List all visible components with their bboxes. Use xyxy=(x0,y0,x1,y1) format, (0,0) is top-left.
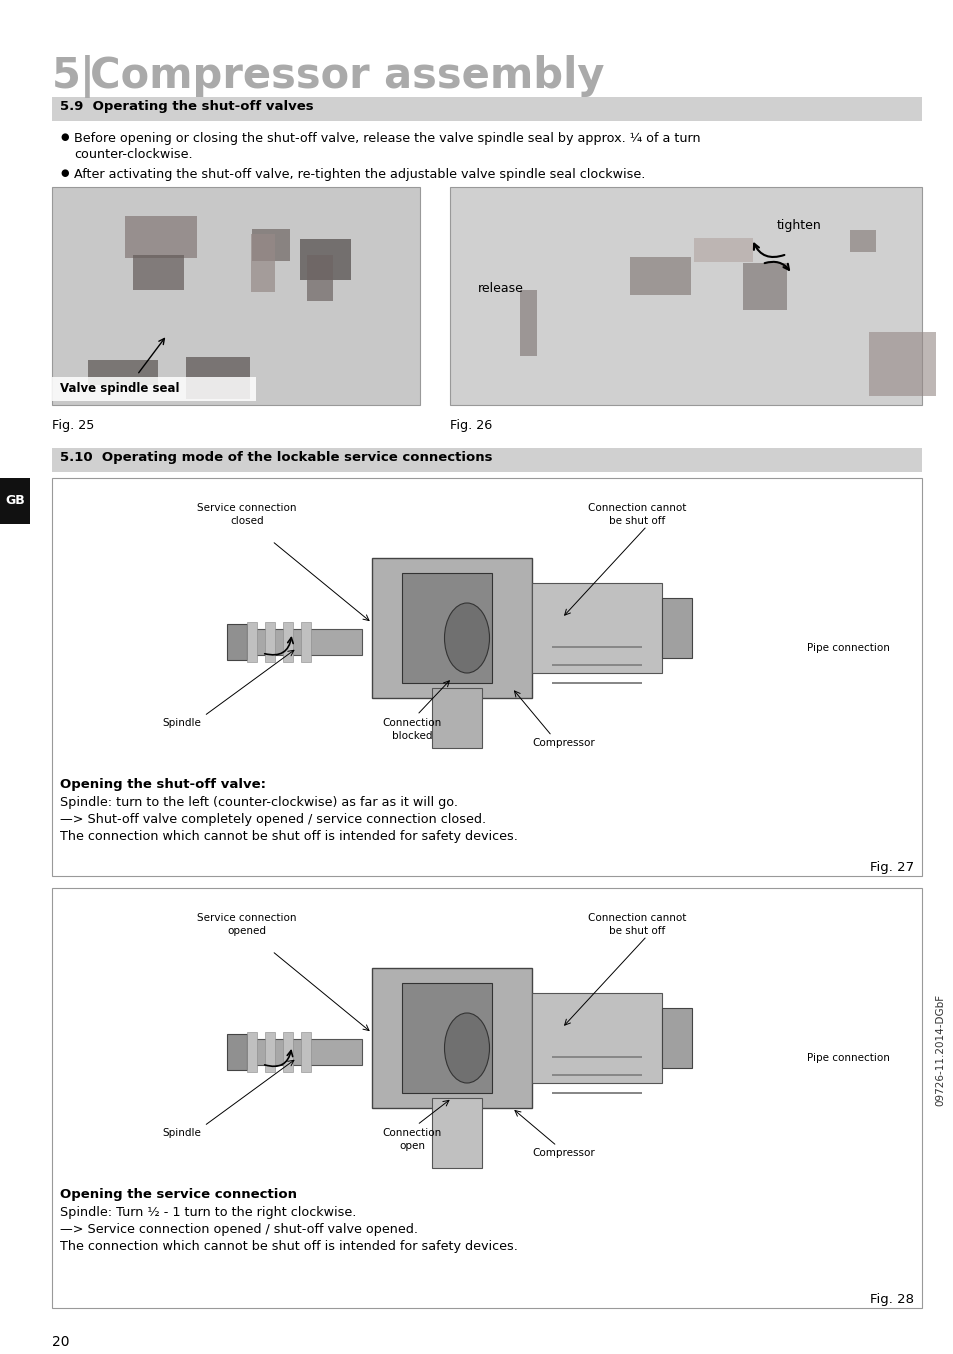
Text: Opening the service connection: Opening the service connection xyxy=(60,1187,296,1201)
Bar xyxy=(432,688,481,747)
Text: Before opening or closing the shut-off valve, release the valve spindle seal by : Before opening or closing the shut-off v… xyxy=(74,131,700,145)
Bar xyxy=(868,332,935,397)
Bar xyxy=(52,448,921,473)
Text: Valve spindle seal: Valve spindle seal xyxy=(60,382,179,395)
Text: counter-clockwise.: counter-clockwise. xyxy=(74,148,193,161)
Bar xyxy=(152,487,801,768)
Text: The connection which cannot be shut off is intended for safety devices.: The connection which cannot be shut off … xyxy=(60,830,517,844)
Text: Compressor: Compressor xyxy=(532,738,594,747)
Bar xyxy=(301,621,311,662)
Bar xyxy=(552,646,641,649)
Text: Spindle: Spindle xyxy=(162,718,201,728)
Text: tighten: tighten xyxy=(776,219,821,232)
Bar xyxy=(52,376,255,401)
Text: Spindle: turn to the left (counter-clockwise) as far as it will go.: Spindle: turn to the left (counter-clock… xyxy=(60,796,457,808)
Text: Connection cannot
be shut off: Connection cannot be shut off xyxy=(587,913,685,936)
Bar xyxy=(52,888,921,1308)
Text: Pipe connection: Pipe connection xyxy=(806,643,889,653)
Bar xyxy=(247,1032,256,1072)
Text: —> Shut-off valve completely opened / service connection closed.: —> Shut-off valve completely opened / se… xyxy=(60,812,486,826)
Bar xyxy=(532,584,661,673)
Text: Spindle: Spindle xyxy=(162,1128,201,1137)
Text: 20: 20 xyxy=(52,1335,70,1349)
Bar xyxy=(52,97,921,121)
Bar xyxy=(265,621,274,662)
Bar xyxy=(552,682,641,684)
Text: Fig. 25: Fig. 25 xyxy=(52,418,94,432)
Bar xyxy=(300,238,351,280)
Text: Service connection
closed: Service connection closed xyxy=(197,502,296,527)
Text: ●: ● xyxy=(60,131,69,142)
Text: 5.10  Operating mode of the lockable service connections: 5.10 Operating mode of the lockable serv… xyxy=(60,451,492,464)
Bar xyxy=(52,478,921,876)
Text: Connection
blocked: Connection blocked xyxy=(382,718,441,741)
Bar xyxy=(552,1074,641,1076)
Text: Fig. 26: Fig. 26 xyxy=(450,418,492,432)
Text: Pipe connection: Pipe connection xyxy=(806,1053,889,1063)
Text: The connection which cannot be shut off is intended for safety devices.: The connection which cannot be shut off … xyxy=(60,1240,517,1252)
Bar xyxy=(251,234,274,291)
Bar xyxy=(283,621,293,662)
Bar xyxy=(693,238,752,261)
Text: Opening the shut-off valve:: Opening the shut-off valve: xyxy=(60,779,266,791)
Bar xyxy=(552,663,641,666)
Bar xyxy=(0,478,30,524)
Text: Compressor: Compressor xyxy=(532,1148,594,1158)
Text: Connection cannot
be shut off: Connection cannot be shut off xyxy=(587,502,685,527)
Bar xyxy=(301,1032,311,1072)
Bar xyxy=(242,630,361,655)
Text: Compressor assembly: Compressor assembly xyxy=(90,56,604,97)
Text: Fig. 27: Fig. 27 xyxy=(869,861,913,873)
Ellipse shape xyxy=(444,1013,489,1083)
Bar xyxy=(252,229,290,260)
Bar xyxy=(742,263,785,310)
Bar xyxy=(401,573,492,682)
Text: Spindle: Turn ½ - 1 turn to the right clockwise.: Spindle: Turn ½ - 1 turn to the right cl… xyxy=(60,1206,356,1219)
Bar xyxy=(247,621,256,662)
Text: 09726-11.2014-DGbF: 09726-11.2014-DGbF xyxy=(934,994,944,1106)
Bar xyxy=(283,1032,293,1072)
Text: Fig. 28: Fig. 28 xyxy=(869,1293,913,1307)
Bar xyxy=(432,1098,481,1169)
Bar xyxy=(52,187,419,405)
Bar xyxy=(450,187,921,405)
Bar xyxy=(372,558,532,699)
Bar xyxy=(372,968,532,1108)
Bar xyxy=(552,1056,641,1057)
Bar xyxy=(88,360,157,385)
Bar xyxy=(849,230,875,252)
Ellipse shape xyxy=(444,603,489,673)
Bar xyxy=(401,983,492,1093)
Bar xyxy=(265,1032,274,1072)
Text: 5.9  Operating the shut-off valves: 5.9 Operating the shut-off valves xyxy=(60,100,314,112)
Text: ●: ● xyxy=(60,168,69,177)
Text: Service connection
opened: Service connection opened xyxy=(197,913,296,936)
Bar xyxy=(532,992,661,1083)
Text: After activating the shut-off valve, re-tighten the adjustable valve spindle sea: After activating the shut-off valve, re-… xyxy=(74,168,644,181)
Bar xyxy=(661,598,691,658)
Bar xyxy=(519,290,537,356)
Bar xyxy=(242,1039,361,1066)
Bar xyxy=(661,1007,691,1068)
Bar xyxy=(307,255,333,301)
Bar xyxy=(227,624,247,659)
Text: 5|: 5| xyxy=(52,56,96,97)
Bar xyxy=(186,357,250,399)
Text: Connection
open: Connection open xyxy=(382,1128,441,1151)
Text: —> Service connection opened / shut-off valve opened.: —> Service connection opened / shut-off … xyxy=(60,1223,417,1236)
Bar xyxy=(125,217,197,259)
Bar xyxy=(227,1034,247,1070)
Bar xyxy=(152,898,801,1178)
Bar xyxy=(132,255,184,290)
Bar xyxy=(630,257,690,295)
Text: release: release xyxy=(477,282,523,295)
Bar xyxy=(552,1091,641,1094)
Text: GB: GB xyxy=(5,494,25,508)
